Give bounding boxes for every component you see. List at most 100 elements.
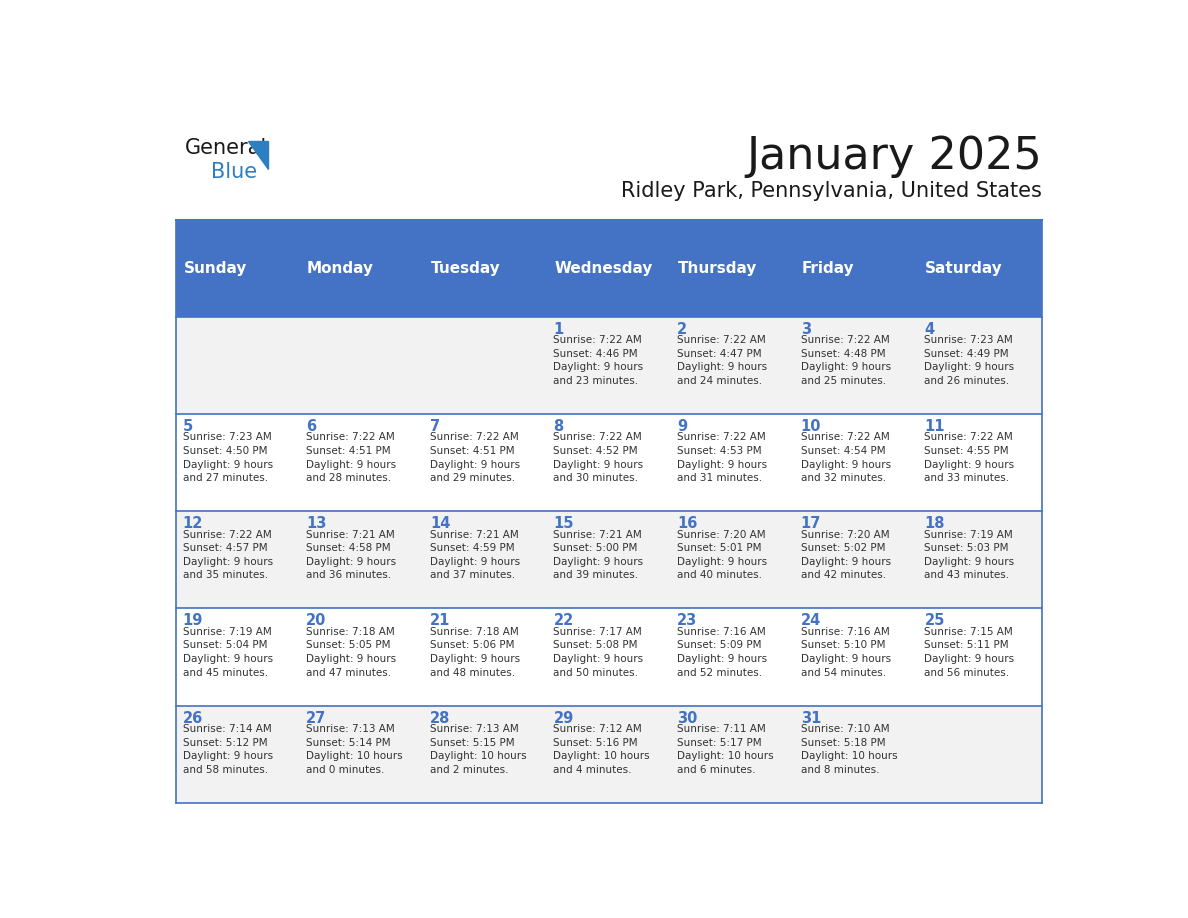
Bar (299, 706, 423, 803)
Text: 23: 23 (677, 613, 697, 629)
Text: Sunrise: 7:12 AM
Sunset: 5:16 PM
Daylight: 10 hours
and 4 minutes.: Sunrise: 7:12 AM Sunset: 5:16 PM Dayligh… (554, 724, 650, 775)
Bar (671, 706, 795, 803)
Bar (423, 317, 546, 414)
Text: 31: 31 (801, 711, 821, 725)
Bar (671, 511, 795, 609)
Text: Sunrise: 7:22 AM
Sunset: 4:48 PM
Daylight: 9 hours
and 25 minutes.: Sunrise: 7:22 AM Sunset: 4:48 PM Dayligh… (801, 335, 891, 386)
Text: 14: 14 (430, 516, 450, 532)
Text: 29: 29 (554, 711, 574, 725)
Bar (546, 706, 671, 803)
Text: Sunrise: 7:22 AM
Sunset: 4:53 PM
Daylight: 9 hours
and 31 minutes.: Sunrise: 7:22 AM Sunset: 4:53 PM Dayligh… (677, 432, 767, 483)
Text: Sunrise: 7:19 AM
Sunset: 5:04 PM
Daylight: 9 hours
and 45 minutes.: Sunrise: 7:19 AM Sunset: 5:04 PM Dayligh… (183, 627, 273, 677)
Text: 18: 18 (924, 516, 944, 532)
Text: Sunrise: 7:22 AM
Sunset: 4:47 PM
Daylight: 9 hours
and 24 minutes.: Sunrise: 7:22 AM Sunset: 4:47 PM Dayligh… (677, 335, 767, 386)
Text: 22: 22 (554, 613, 574, 629)
Bar (299, 511, 423, 609)
Text: 7: 7 (430, 419, 440, 434)
Text: Ridley Park, Pennsylvania, United States: Ridley Park, Pennsylvania, United States (620, 181, 1042, 201)
Bar (546, 511, 671, 609)
Bar (176, 219, 299, 317)
Text: 16: 16 (677, 516, 697, 532)
Bar (795, 414, 918, 511)
Text: 21: 21 (430, 613, 450, 629)
Text: Saturday: Saturday (925, 261, 1003, 275)
Text: Sunrise: 7:22 AM
Sunset: 4:54 PM
Daylight: 9 hours
and 32 minutes.: Sunrise: 7:22 AM Sunset: 4:54 PM Dayligh… (801, 432, 891, 483)
Bar (176, 706, 299, 803)
Text: 5: 5 (183, 419, 192, 434)
Text: Sunrise: 7:20 AM
Sunset: 5:01 PM
Daylight: 9 hours
and 40 minutes.: Sunrise: 7:20 AM Sunset: 5:01 PM Dayligh… (677, 530, 767, 580)
Bar (299, 609, 423, 706)
Text: 6: 6 (307, 419, 316, 434)
Polygon shape (248, 140, 268, 169)
Bar (795, 609, 918, 706)
Text: Sunrise: 7:23 AM
Sunset: 4:50 PM
Daylight: 9 hours
and 27 minutes.: Sunrise: 7:23 AM Sunset: 4:50 PM Dayligh… (183, 432, 273, 483)
Text: Sunrise: 7:16 AM
Sunset: 5:09 PM
Daylight: 9 hours
and 52 minutes.: Sunrise: 7:16 AM Sunset: 5:09 PM Dayligh… (677, 627, 767, 677)
Text: Sunrise: 7:13 AM
Sunset: 5:14 PM
Daylight: 10 hours
and 0 minutes.: Sunrise: 7:13 AM Sunset: 5:14 PM Dayligh… (307, 724, 403, 775)
Bar (918, 511, 1042, 609)
Text: Sunrise: 7:22 AM
Sunset: 4:52 PM
Daylight: 9 hours
and 30 minutes.: Sunrise: 7:22 AM Sunset: 4:52 PM Dayligh… (554, 432, 644, 483)
Bar (423, 706, 546, 803)
Text: Tuesday: Tuesday (431, 261, 500, 275)
Text: Sunrise: 7:21 AM
Sunset: 5:00 PM
Daylight: 9 hours
and 39 minutes.: Sunrise: 7:21 AM Sunset: 5:00 PM Dayligh… (554, 530, 644, 580)
Text: 26: 26 (183, 711, 203, 725)
Text: Sunrise: 7:11 AM
Sunset: 5:17 PM
Daylight: 10 hours
and 6 minutes.: Sunrise: 7:11 AM Sunset: 5:17 PM Dayligh… (677, 724, 773, 775)
Bar (176, 317, 299, 414)
Bar (546, 219, 671, 317)
Text: 13: 13 (307, 516, 327, 532)
Bar (299, 414, 423, 511)
Text: Monday: Monday (308, 261, 374, 275)
Text: Sunrise: 7:19 AM
Sunset: 5:03 PM
Daylight: 9 hours
and 43 minutes.: Sunrise: 7:19 AM Sunset: 5:03 PM Dayligh… (924, 530, 1015, 580)
Bar (918, 414, 1042, 511)
Bar (671, 219, 795, 317)
Text: 28: 28 (430, 711, 450, 725)
Text: 2: 2 (677, 322, 687, 337)
Bar (918, 317, 1042, 414)
Text: Sunrise: 7:22 AM
Sunset: 4:57 PM
Daylight: 9 hours
and 35 minutes.: Sunrise: 7:22 AM Sunset: 4:57 PM Dayligh… (183, 530, 273, 580)
Text: Wednesday: Wednesday (555, 261, 652, 275)
Text: Sunrise: 7:22 AM
Sunset: 4:51 PM
Daylight: 9 hours
and 29 minutes.: Sunrise: 7:22 AM Sunset: 4:51 PM Dayligh… (430, 432, 520, 483)
Bar (423, 414, 546, 511)
Bar (795, 317, 918, 414)
Bar (546, 414, 671, 511)
Bar (918, 706, 1042, 803)
Text: 10: 10 (801, 419, 821, 434)
Text: 20: 20 (307, 613, 327, 629)
Text: 8: 8 (554, 419, 564, 434)
Bar (795, 706, 918, 803)
Text: Sunrise: 7:16 AM
Sunset: 5:10 PM
Daylight: 9 hours
and 54 minutes.: Sunrise: 7:16 AM Sunset: 5:10 PM Dayligh… (801, 627, 891, 677)
Text: Sunrise: 7:10 AM
Sunset: 5:18 PM
Daylight: 10 hours
and 8 minutes.: Sunrise: 7:10 AM Sunset: 5:18 PM Dayligh… (801, 724, 897, 775)
Bar (671, 609, 795, 706)
Bar (546, 317, 671, 414)
Text: 1: 1 (554, 322, 564, 337)
Text: January 2025: January 2025 (746, 135, 1042, 178)
Text: 9: 9 (677, 419, 687, 434)
Text: Sunrise: 7:23 AM
Sunset: 4:49 PM
Daylight: 9 hours
and 26 minutes.: Sunrise: 7:23 AM Sunset: 4:49 PM Dayligh… (924, 335, 1015, 386)
Text: 12: 12 (183, 516, 203, 532)
Bar (299, 317, 423, 414)
Text: Sunrise: 7:15 AM
Sunset: 5:11 PM
Daylight: 9 hours
and 56 minutes.: Sunrise: 7:15 AM Sunset: 5:11 PM Dayligh… (924, 627, 1015, 677)
Bar (176, 511, 299, 609)
Bar (299, 219, 423, 317)
Text: Sunrise: 7:13 AM
Sunset: 5:15 PM
Daylight: 10 hours
and 2 minutes.: Sunrise: 7:13 AM Sunset: 5:15 PM Dayligh… (430, 724, 526, 775)
Text: Sunrise: 7:22 AM
Sunset: 4:46 PM
Daylight: 9 hours
and 23 minutes.: Sunrise: 7:22 AM Sunset: 4:46 PM Dayligh… (554, 335, 644, 386)
Bar (423, 609, 546, 706)
Text: 4: 4 (924, 322, 935, 337)
Text: Thursday: Thursday (678, 261, 758, 275)
Bar (671, 317, 795, 414)
Bar (423, 511, 546, 609)
Text: General: General (185, 139, 267, 159)
Text: Sunrise: 7:22 AM
Sunset: 4:51 PM
Daylight: 9 hours
and 28 minutes.: Sunrise: 7:22 AM Sunset: 4:51 PM Dayligh… (307, 432, 397, 483)
Text: 15: 15 (554, 516, 574, 532)
Text: Sunrise: 7:20 AM
Sunset: 5:02 PM
Daylight: 9 hours
and 42 minutes.: Sunrise: 7:20 AM Sunset: 5:02 PM Dayligh… (801, 530, 891, 580)
Text: Sunrise: 7:21 AM
Sunset: 4:59 PM
Daylight: 9 hours
and 37 minutes.: Sunrise: 7:21 AM Sunset: 4:59 PM Dayligh… (430, 530, 520, 580)
Text: 25: 25 (924, 613, 944, 629)
Text: Sunrise: 7:22 AM
Sunset: 4:55 PM
Daylight: 9 hours
and 33 minutes.: Sunrise: 7:22 AM Sunset: 4:55 PM Dayligh… (924, 432, 1015, 483)
Bar (423, 219, 546, 317)
Bar (176, 609, 299, 706)
Text: Sunrise: 7:21 AM
Sunset: 4:58 PM
Daylight: 9 hours
and 36 minutes.: Sunrise: 7:21 AM Sunset: 4:58 PM Dayligh… (307, 530, 397, 580)
Text: 19: 19 (183, 613, 203, 629)
Text: 17: 17 (801, 516, 821, 532)
Bar (918, 219, 1042, 317)
Bar (918, 609, 1042, 706)
Bar (795, 219, 918, 317)
